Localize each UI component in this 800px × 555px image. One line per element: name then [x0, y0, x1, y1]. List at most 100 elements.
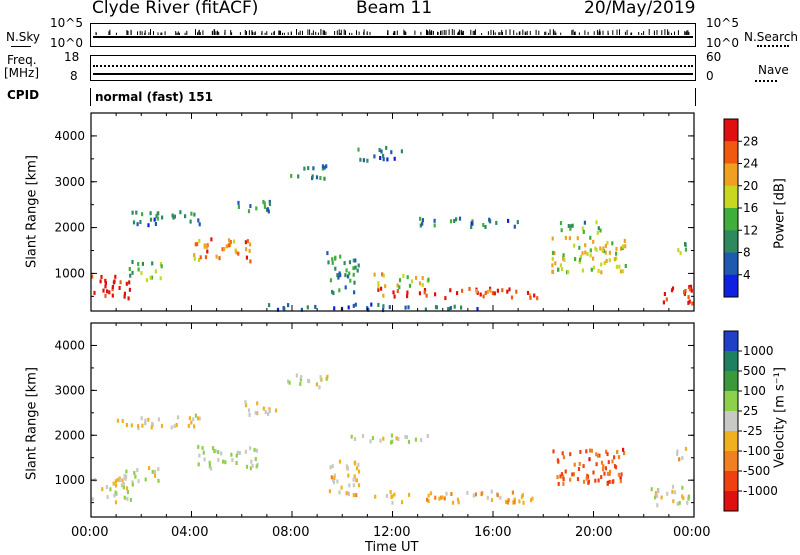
- data-cell: [355, 493, 358, 498]
- data-cell: [511, 490, 514, 495]
- y-tick-label: 3000: [54, 383, 85, 397]
- data-cell: [347, 473, 350, 478]
- data-cell: [149, 217, 153, 222]
- data-cell: [370, 302, 373, 307]
- data-cell: [421, 276, 424, 280]
- data-cell: [433, 223, 436, 228]
- data-cell: [386, 157, 389, 162]
- data-cell: [123, 475, 126, 480]
- data-cell: [474, 492, 477, 497]
- data-cell: [235, 250, 238, 255]
- data-cell: [245, 464, 249, 469]
- data-cell: [466, 490, 469, 495]
- data-cell: [187, 423, 190, 428]
- data-cell: [144, 421, 147, 425]
- data-cell: [400, 149, 403, 154]
- time-tick-5: 20:00: [575, 525, 613, 540]
- data-cell: [590, 267, 593, 272]
- data-cell: [402, 273, 405, 278]
- data-cell: [533, 293, 536, 298]
- data-cell: [568, 236, 571, 241]
- data-cell: [529, 295, 532, 300]
- data-cell: [592, 470, 595, 475]
- data-cell: [128, 267, 131, 271]
- colorbar-tick-label: -25: [743, 424, 763, 438]
- data-cell: [581, 226, 584, 231]
- y-tick-label: 2000: [54, 221, 85, 235]
- data-cell: [209, 466, 213, 471]
- data-cell: [112, 481, 115, 486]
- data-cell: [676, 449, 679, 454]
- data-cell: [382, 308, 385, 313]
- data-cell: [287, 379, 290, 384]
- data-cell: [348, 483, 351, 488]
- data-cell: [604, 243, 607, 248]
- y-tick-label: 1000: [54, 266, 85, 280]
- data-cell: [657, 489, 660, 494]
- data-cell: [237, 200, 240, 205]
- data-cell: [597, 226, 600, 231]
- data-cell: [531, 496, 534, 501]
- data-cell: [233, 239, 236, 244]
- data-cell: [582, 464, 585, 469]
- colorbar-segment: [724, 252, 738, 276]
- time-tick-0: 00:00: [71, 525, 109, 540]
- y-tick-label: 4000: [54, 338, 85, 352]
- data-cell: [470, 221, 473, 226]
- data-cell: [201, 446, 204, 451]
- data-cell: [352, 272, 355, 277]
- data-cell: [215, 254, 218, 259]
- data-cell: [203, 457, 206, 462]
- data-cell: [382, 304, 385, 309]
- data-cell: [589, 253, 592, 258]
- data-cell: [681, 494, 684, 499]
- data-cell: [314, 304, 317, 309]
- data-cell: [282, 305, 285, 310]
- data-cell: [564, 469, 567, 474]
- data-cell: [382, 436, 385, 441]
- data-cell: [684, 247, 688, 252]
- data-cell: [128, 287, 131, 292]
- data-cell: [268, 202, 272, 206]
- data-cell: [155, 214, 158, 218]
- data-cell: [217, 457, 220, 462]
- data-cell: [312, 166, 315, 171]
- data-cell: [611, 241, 614, 246]
- data-cell: [129, 497, 132, 502]
- colorbar-tick-label: -1000: [743, 484, 778, 498]
- data-cell: [395, 436, 398, 441]
- data-cell: [119, 280, 122, 285]
- data-cell: [604, 466, 607, 471]
- data-cell: [151, 261, 154, 266]
- data-cell: [346, 466, 350, 471]
- data-cell: [359, 157, 362, 162]
- data-cell: [620, 472, 623, 477]
- data-cell: [390, 495, 393, 499]
- data-cell: [507, 498, 510, 503]
- data-cell: [479, 292, 482, 297]
- data-cell: [510, 295, 514, 300]
- data-cell: [137, 267, 140, 272]
- data-cell: [434, 495, 437, 500]
- data-cell: [331, 464, 334, 469]
- data-cell: [377, 281, 380, 286]
- data-cell: [198, 222, 201, 227]
- data-cell: [245, 247, 248, 252]
- data-cell: [157, 417, 160, 422]
- data-cell: [564, 235, 567, 240]
- data-cell: [427, 499, 430, 503]
- data-cell: [391, 500, 394, 505]
- data-cell: [263, 204, 267, 209]
- data-cell: [424, 307, 427, 312]
- colorbar-segment: [724, 411, 738, 432]
- data-cell: [496, 288, 499, 293]
- data-cell: [230, 452, 233, 457]
- data-cell: [687, 295, 690, 300]
- data-cell: [393, 492, 396, 497]
- data-cell: [229, 243, 232, 248]
- data-cell: [141, 261, 144, 266]
- data-cell: [569, 226, 572, 231]
- data-cell: [159, 262, 162, 266]
- data-cell: [101, 487, 104, 492]
- data-cell: [194, 242, 197, 247]
